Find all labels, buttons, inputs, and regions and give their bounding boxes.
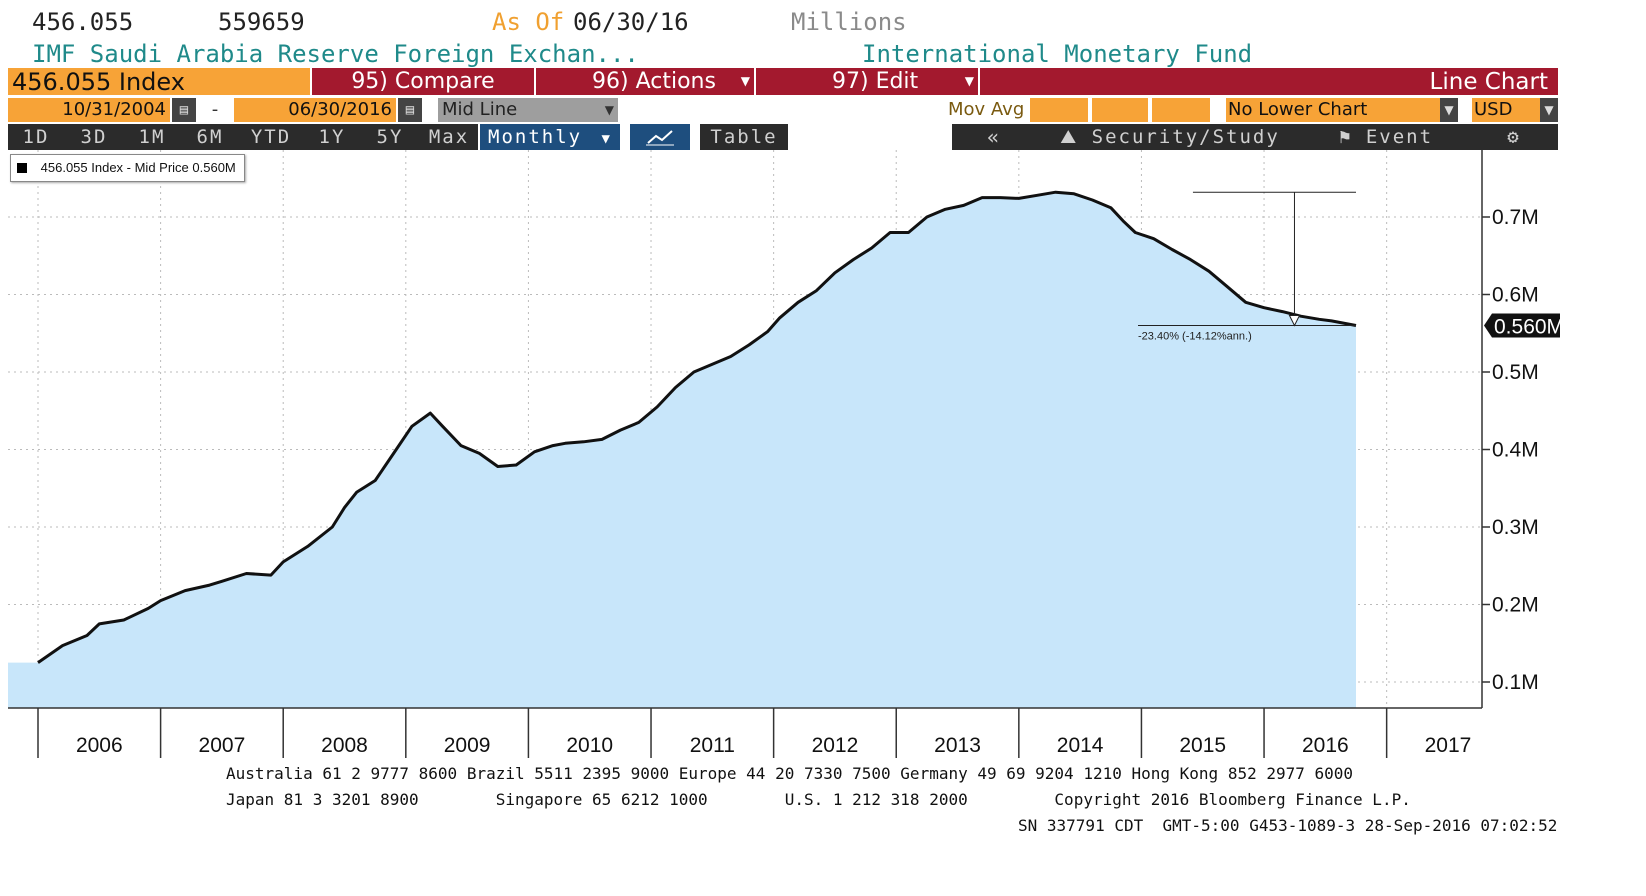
y-tick-label: 0.3M <box>1492 516 1539 539</box>
last-price-label: 0.560M <box>1494 316 1564 339</box>
tab-6m[interactable]: 6M <box>182 124 238 150</box>
series-area <box>8 192 1356 708</box>
x-axis-ticks: 2006 2007 2008 2009 2010 2011 2012 2013 2014 2015… <box>37 708 1472 758</box>
x-tick-label: 2009 <box>444 734 491 757</box>
tab-1d[interactable]: 1D <box>8 124 64 150</box>
x-tick-label: 2008 <box>321 734 368 757</box>
tab-1y[interactable]: 1Y <box>304 124 360 150</box>
security-code: 559659 <box>218 8 305 36</box>
x-tick-label: 2011 <box>690 734 735 757</box>
frequency-select[interactable]: Monthly ▼ <box>480 124 620 150</box>
end-date-input[interactable]: 06/30/2016 <box>234 98 396 122</box>
security-study-label: Security/Study <box>1091 126 1280 148</box>
compare-button[interactable]: 95) Compare <box>312 68 534 95</box>
y-tick-label: 0.7M <box>1492 206 1539 229</box>
line-type-select[interactable]: Mid Line ▼ <box>438 98 618 122</box>
mov-avg-input-2[interactable] <box>1092 98 1148 122</box>
caret-down-icon: ▼ <box>1440 98 1458 122</box>
footer-session-info: SN 337791 CDT GMT-5:00 G453-1089-3 28-Se… <box>1018 816 1558 835</box>
as-of-label: As Of <box>492 8 565 36</box>
chart-type-bar[interactable]: Line Chart <box>980 68 1558 95</box>
footer-contacts-line2: Japan 81 3 3201 8900 Singapore 65 6212 1… <box>226 790 1411 809</box>
chart-type-label: Line Chart <box>1429 69 1548 95</box>
tab-ytd[interactable]: YTD <box>240 124 302 150</box>
footer-contacts-line1: Australia 61 2 9777 8600 Brazil 5511 239… <box>226 764 1354 783</box>
currency-select[interactable]: USD ▼ <box>1472 98 1558 122</box>
series-line <box>37 190 1357 664</box>
annotation-arrowhead <box>1288 315 1301 327</box>
x-tick-label: 2012 <box>812 734 859 757</box>
x-tick-label: 2014 <box>1057 734 1104 757</box>
chart-svg: -23.40% (-14.12%ann.) 0.1M0.2M0.3M0.4M0.… <box>8 150 1564 758</box>
mov-avg-input-1[interactable] <box>1030 98 1088 122</box>
table-button[interactable]: Table <box>700 124 788 150</box>
legend[interactable]: 456.055 Index - Mid Price 0.560M <box>10 154 245 182</box>
right-toolbar: « ⛰ Security/Study ⚑ Event ⚙ <box>952 124 1558 150</box>
edit-label: 97) Edit <box>832 69 919 94</box>
y-tick-label: 0.1M <box>1492 671 1539 694</box>
flag-icon: ⚑ <box>1338 126 1353 148</box>
back-button[interactable]: « <box>952 124 1036 150</box>
x-tick-label: 2007 <box>199 734 246 757</box>
ticker-text: 456.055 Index <box>12 68 185 96</box>
gear-icon[interactable]: ⚙ <box>1470 124 1558 150</box>
line-type-label: Mid Line <box>442 99 518 120</box>
legend-label: 456.055 Index - Mid Price 0.560M <box>40 160 236 175</box>
y-tick-label: 0.2M <box>1492 594 1539 617</box>
last-price-badge <box>1484 313 1560 338</box>
x-tick-label: 2013 <box>934 734 981 757</box>
caret-down-icon: ▼ <box>1540 98 1558 122</box>
y-tick-label: 0.6M <box>1492 284 1539 307</box>
y-tick-label: 0.4M <box>1492 439 1539 462</box>
tab-5y[interactable]: 5Y <box>362 124 418 150</box>
edit-button[interactable]: 97) Edit ▼ <box>756 68 978 95</box>
tab-1m[interactable]: 1M <box>124 124 180 150</box>
actions-label: 96) Actions <box>592 69 716 94</box>
x-tick-label: 2016 <box>1302 734 1349 757</box>
data-source: International Monetary Fund <box>862 40 1253 68</box>
security-study-button[interactable]: ⛰ Security/Study <box>1038 124 1302 150</box>
currency-label: USD <box>1474 99 1513 120</box>
calendar-icon[interactable]: ▤ <box>172 98 196 122</box>
range-tabs: 1D 3D 1M 6M YTD 1Y 5Y Max <box>8 124 478 150</box>
mov-avg-label: Mov Avg <box>948 99 1025 120</box>
units-label: Millions <box>791 8 907 36</box>
y-axis-ticks: 0.1M 0.2M 0.3M 0.4M 0.5M 0.6M 0.7M <box>1482 206 1539 694</box>
tab-max[interactable]: Max <box>420 124 478 150</box>
caret-down-icon: ▼ <box>604 103 614 117</box>
x-tick-label: 2006 <box>76 734 123 757</box>
actions-button[interactable]: 96) Actions ▼ <box>536 68 754 95</box>
x-tick-label: 2015 <box>1179 734 1226 757</box>
mov-avg-input-3[interactable] <box>1152 98 1210 122</box>
line-chart-icon[interactable] <box>630 124 690 150</box>
study-icon: ⛰ <box>1060 126 1079 148</box>
as-of-date: 06/30/16 <box>573 8 689 36</box>
start-date-input[interactable]: 10/31/2004 <box>8 98 170 122</box>
x-tick-label: 2017 <box>1425 734 1472 757</box>
y-tick-label: 0.5M <box>1492 361 1539 384</box>
annotation-label: -23.40% (-14.12%ann.) <box>1138 331 1252 343</box>
ticker-field[interactable]: 456.055 Index <box>8 68 310 96</box>
lower-chart-label: No Lower Chart <box>1228 99 1368 120</box>
last-price-marker: 0.560M <box>1484 313 1564 339</box>
event-label: Event <box>1365 126 1434 148</box>
lower-chart-select[interactable]: No Lower Chart ▼ <box>1226 98 1458 122</box>
x-tick-label: 2010 <box>566 734 613 757</box>
security-value: 456.055 <box>32 8 134 36</box>
event-button[interactable]: ⚑ Event <box>1304 124 1468 150</box>
drawdown-annotation: -23.40% (-14.12%ann.) <box>1138 191 1356 343</box>
date-separator: - <box>198 98 232 122</box>
calendar-icon[interactable]: ▤ <box>398 98 422 122</box>
caret-down-icon: ▼ <box>740 74 750 88</box>
security-name: IMF Saudi Arabia Reserve Foreign Exchan.… <box>32 40 639 68</box>
caret-down-icon: ▼ <box>964 74 974 88</box>
tab-3d[interactable]: 3D <box>66 124 122 150</box>
caret-down-icon: ▼ <box>601 131 612 147</box>
frequency-label: Monthly <box>488 126 583 148</box>
legend-swatch <box>17 162 27 173</box>
